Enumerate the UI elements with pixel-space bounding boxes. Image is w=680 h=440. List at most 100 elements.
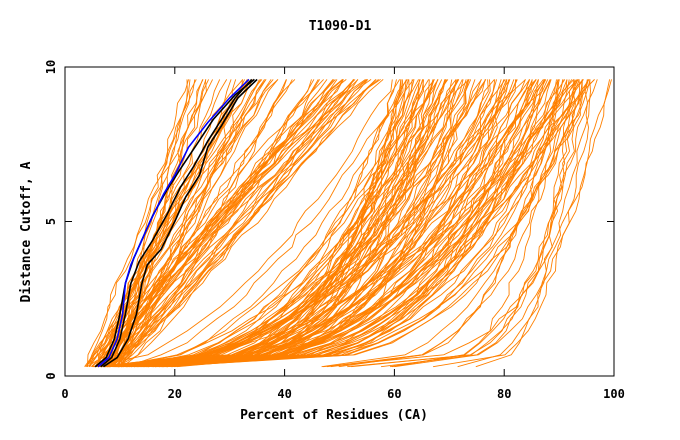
model-curve <box>457 79 591 368</box>
model-curve <box>134 79 505 368</box>
model-curve <box>176 79 463 368</box>
model-curve <box>104 79 482 368</box>
x-tick-label: 40 <box>277 387 291 401</box>
model-curve <box>112 79 232 367</box>
model-curve <box>117 79 356 368</box>
model-curve <box>165 79 549 368</box>
highlight-series-line <box>97 78 250 368</box>
model-curve <box>109 79 489 368</box>
model-curve <box>105 79 400 368</box>
model-curve <box>121 79 409 368</box>
x-tick-label: 80 <box>497 387 511 401</box>
model-curve <box>126 79 544 368</box>
model-curve <box>131 79 487 368</box>
model-curve <box>153 79 434 368</box>
model-curve <box>161 79 552 368</box>
model-curve <box>389 79 560 368</box>
model-curve <box>162 79 430 368</box>
model-curve <box>117 79 384 368</box>
model-curve <box>147 79 470 368</box>
model-curve <box>118 79 249 368</box>
model-curve <box>164 79 446 368</box>
highlight-series-line <box>100 78 253 368</box>
y-tick-label: 0 <box>44 372 58 379</box>
model-curve <box>131 79 570 368</box>
model-curve <box>136 79 435 368</box>
model-curve <box>98 79 250 367</box>
model-curve <box>166 79 568 368</box>
x-tick-label: 60 <box>387 387 401 401</box>
x-axis-label: Percent of Residues (CA) <box>240 408 428 423</box>
model-curve <box>153 79 557 368</box>
model-curve <box>88 79 196 367</box>
model-curve <box>351 79 579 368</box>
model-curve <box>99 79 372 367</box>
x-tick-label: 100 <box>603 387 625 401</box>
model-curve <box>147 79 402 368</box>
model-curve <box>138 79 449 368</box>
y-axis-label: Distance Cutoff, A <box>19 161 34 302</box>
model-curve <box>323 79 612 368</box>
model-curve <box>156 79 531 368</box>
model-curve <box>100 79 355 367</box>
model-curve <box>129 79 458 368</box>
model-curve <box>145 79 545 368</box>
model-curve <box>148 79 439 368</box>
axes: 0 20 40 60 80 100 0 5 10 <box>44 60 625 401</box>
chart-title: T1090-D1 <box>309 19 372 34</box>
model-curve <box>95 79 573 368</box>
model-curve <box>154 79 472 368</box>
model-curve <box>104 79 539 368</box>
model-curve <box>171 79 590 368</box>
model-curve <box>148 79 498 368</box>
model-curve <box>143 79 404 368</box>
model-curve <box>130 79 460 368</box>
model-curve <box>98 79 487 368</box>
model-curve <box>155 79 414 368</box>
model-curve <box>380 79 580 368</box>
model-curve <box>111 79 315 368</box>
model-curve <box>140 79 446 368</box>
model-curve <box>136 79 546 368</box>
model-curve <box>105 79 204 367</box>
model-curve <box>124 79 511 368</box>
model-curve <box>321 79 577 368</box>
model-curve <box>101 79 424 368</box>
model-curve <box>126 79 408 368</box>
highlight-lines <box>94 78 258 368</box>
model-curve <box>91 79 393 368</box>
model-curve <box>155 79 552 368</box>
model-curve <box>99 79 248 367</box>
highlight-series-line <box>102 78 258 368</box>
model-curve <box>115 79 421 368</box>
model-curve <box>433 79 598 368</box>
model-curve <box>165 79 508 368</box>
model-curve <box>118 79 469 368</box>
model-curve <box>109 79 260 368</box>
model-curve <box>117 79 435 368</box>
model-curve <box>167 79 495 368</box>
y-tick-label: 5 <box>44 218 58 225</box>
model-curve <box>106 79 324 367</box>
x-tick-label: 20 <box>168 387 182 401</box>
model-curve <box>100 79 448 368</box>
model-curve <box>100 79 379 368</box>
model-curve <box>174 79 580 368</box>
x-tick-label: 0 <box>61 387 68 401</box>
model-curve <box>94 79 457 368</box>
model-curve <box>330 79 560 368</box>
model-lines <box>84 79 612 368</box>
y-tick-label: 10 <box>44 60 58 74</box>
model-curve <box>106 79 584 368</box>
model-curve <box>102 79 366 367</box>
model-curve <box>144 79 459 368</box>
model-curve <box>338 79 564 368</box>
model-curve <box>109 79 530 368</box>
model-curve <box>86 79 355 368</box>
model-curve <box>128 79 491 368</box>
model-curve <box>111 79 312 368</box>
model-curve <box>123 79 537 368</box>
model-curve <box>106 79 381 367</box>
model-curve <box>107 79 540 368</box>
